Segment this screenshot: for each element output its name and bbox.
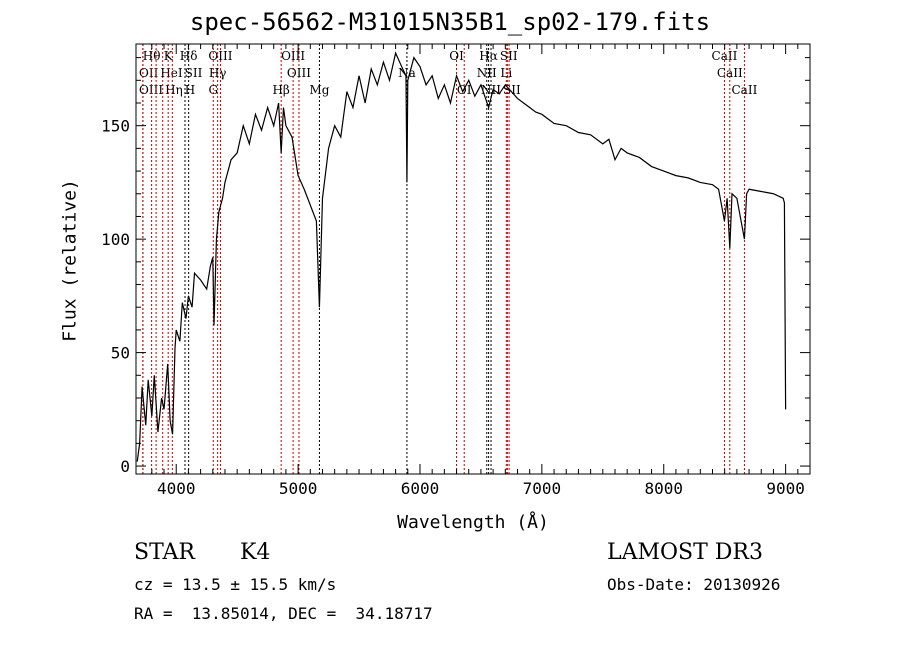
spectral-line-label: H: [185, 83, 195, 97]
y-tick-label: 100: [101, 230, 130, 249]
spectral-line-label: SII: [185, 66, 203, 80]
spectral-line-label: NII: [477, 66, 497, 80]
spectral-line-label: OIII: [281, 49, 305, 63]
spectral-line-label: Hη: [165, 83, 183, 97]
x-tick-label: 8000: [644, 479, 683, 498]
spectral-line-label: Hθ: [143, 49, 161, 63]
x-tick-label: 7000: [523, 479, 562, 498]
spectral-line-label: CaII: [712, 49, 738, 63]
spectral-line-label: K: [164, 49, 174, 63]
plot-frame: [135, 43, 811, 475]
redshift-text: cz = 13.5 ± 15.5 km/s: [134, 575, 337, 594]
spectral-line-label: OII: [139, 66, 159, 80]
x-tick-label: 5000: [279, 479, 318, 498]
spectral-line-label: CaII: [732, 83, 758, 97]
spectral-line-label: G: [208, 83, 218, 97]
spectral-line-label: Hβ: [272, 83, 289, 97]
spectral-line-label: OI: [457, 83, 472, 97]
spectral-line-label: Na: [398, 66, 416, 80]
object-subclass: K4: [240, 540, 271, 565]
y-tick-label: 0: [120, 457, 130, 476]
chart-title: spec-56562-M31015N35B1_sp02-179.fits: [189, 8, 711, 36]
x-tick-label: 4000: [157, 479, 196, 498]
x-axis-label: Wavelength (Å): [397, 512, 549, 533]
object-class: STAR: [134, 540, 195, 565]
spectral-line-label: CaII: [717, 66, 743, 80]
spectrum-line: [136, 51, 787, 462]
coordinates-text: RA = 13.85014, DEC = 34.18717: [134, 604, 433, 623]
spectral-line-label: OIII: [287, 66, 311, 80]
spectral-line-label: Hδ: [180, 49, 198, 63]
y-axis-label: Flux (relative): [59, 179, 81, 342]
spectral-line-label: Li: [500, 66, 512, 80]
spectral-line-label: Hγ: [209, 66, 227, 80]
x-tick-label: 6000: [401, 479, 440, 498]
survey-name: LAMOST DR3: [607, 540, 763, 565]
y-tick-label: 50: [111, 344, 130, 363]
spectral-line-label: HeI: [160, 66, 183, 80]
spectral-line-label: NII: [481, 83, 501, 97]
spectral-line-label: OI: [449, 49, 464, 63]
spectral-line-label: Hα: [479, 49, 498, 63]
obs-date: Obs-Date: 20130926: [607, 575, 781, 594]
x-tick-label: 9000: [766, 479, 805, 498]
y-tick-label: 150: [101, 117, 130, 136]
spectral-line-label: Mg: [309, 83, 329, 97]
spectral-line-label: OIII: [208, 49, 232, 63]
